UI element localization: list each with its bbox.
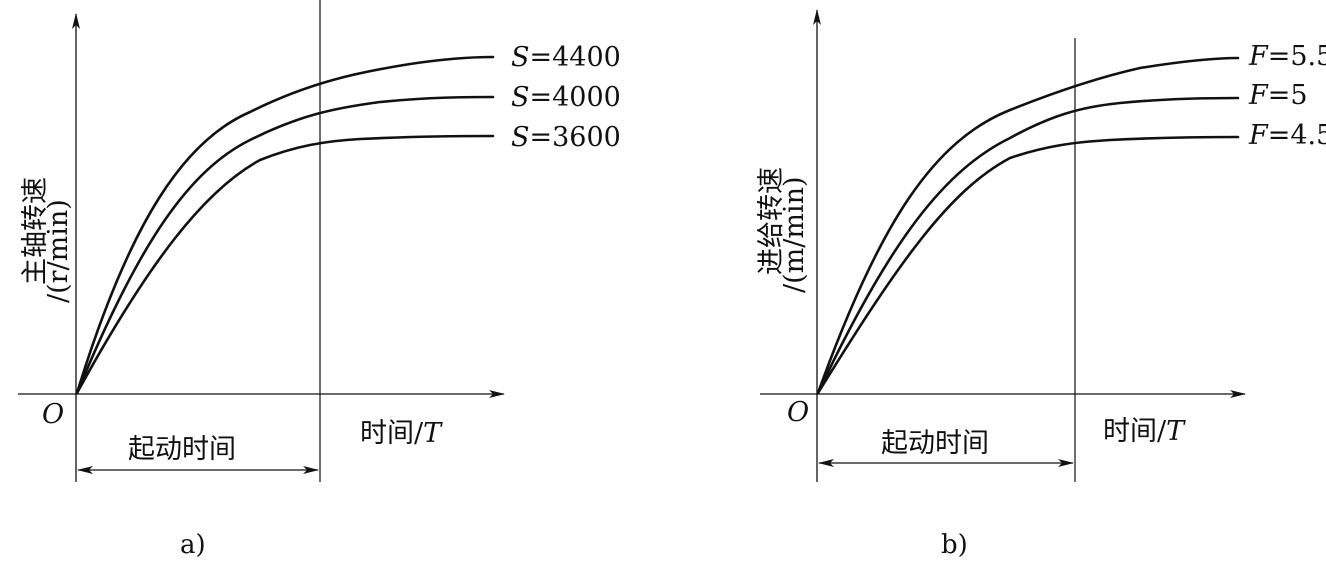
panel-a-start-time-label: 起动时间	[128, 434, 236, 465]
panel-b-y-axis-unit: /(m/min)	[779, 177, 810, 294]
panel-b-x-axis-label: 时间/T	[1103, 416, 1186, 447]
panel-a-series-1-label: S=4400	[511, 42, 621, 73]
panel-a-series-3-line	[75, 134, 495, 395]
panel-b-y-axis-label: 进给转速	[756, 167, 787, 275]
panel-a-series-2-label: S=4000	[511, 82, 621, 113]
panel-a-y-axis-unit: /(r/min)	[43, 199, 74, 303]
panel-a-caption: a)	[180, 530, 206, 560]
panel-b: F=5.5 F=5 F=4.5 O 时间/T 起动时间 进给转速 /(m/min…	[756, 9, 1326, 560]
panel-b-curves	[816, 56, 1240, 395]
panel-b-series-2-line	[816, 96, 1240, 395]
panel-b-origin-label: O	[787, 397, 809, 428]
panel-a-origin-label: O	[42, 399, 64, 430]
panel-b-caption: b)	[941, 530, 968, 560]
panel-b-series-1-label: F=5.5	[1248, 41, 1326, 72]
panel-b-start-time-label: 起动时间	[881, 428, 989, 459]
panel-a-series-2-line	[75, 95, 495, 395]
panel-a-series-3-label: S=3600	[511, 122, 621, 153]
panel-b-series-1-line	[816, 56, 1240, 395]
panel-b-series-2-label: F=5	[1248, 80, 1308, 111]
panel-a-curves	[75, 55, 495, 395]
panel-b-series-3-line	[816, 135, 1240, 395]
panel-a-series-1-line	[75, 55, 495, 395]
panel-a-x-axis-label: 时间/T	[360, 418, 443, 449]
panel-a-y-axis-label: 主轴转速	[20, 177, 51, 285]
panel-a: S=4400 S=4000 S=3600 O 时间/T 起动时间 主轴转速 /(…	[18, 0, 621, 560]
panel-b-series-3-label: F=4.5	[1248, 120, 1326, 151]
